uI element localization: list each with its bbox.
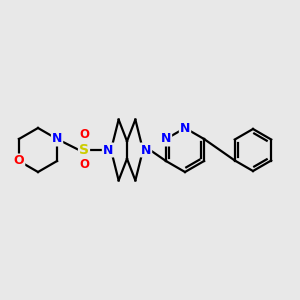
Text: N: N <box>103 143 113 157</box>
Text: O: O <box>14 154 24 167</box>
Text: N: N <box>52 133 62 146</box>
Text: N: N <box>180 122 190 134</box>
Text: N: N <box>161 133 171 146</box>
Text: O: O <box>79 128 89 142</box>
Text: S: S <box>79 143 89 157</box>
Text: O: O <box>79 158 89 172</box>
Text: N: N <box>141 143 151 157</box>
